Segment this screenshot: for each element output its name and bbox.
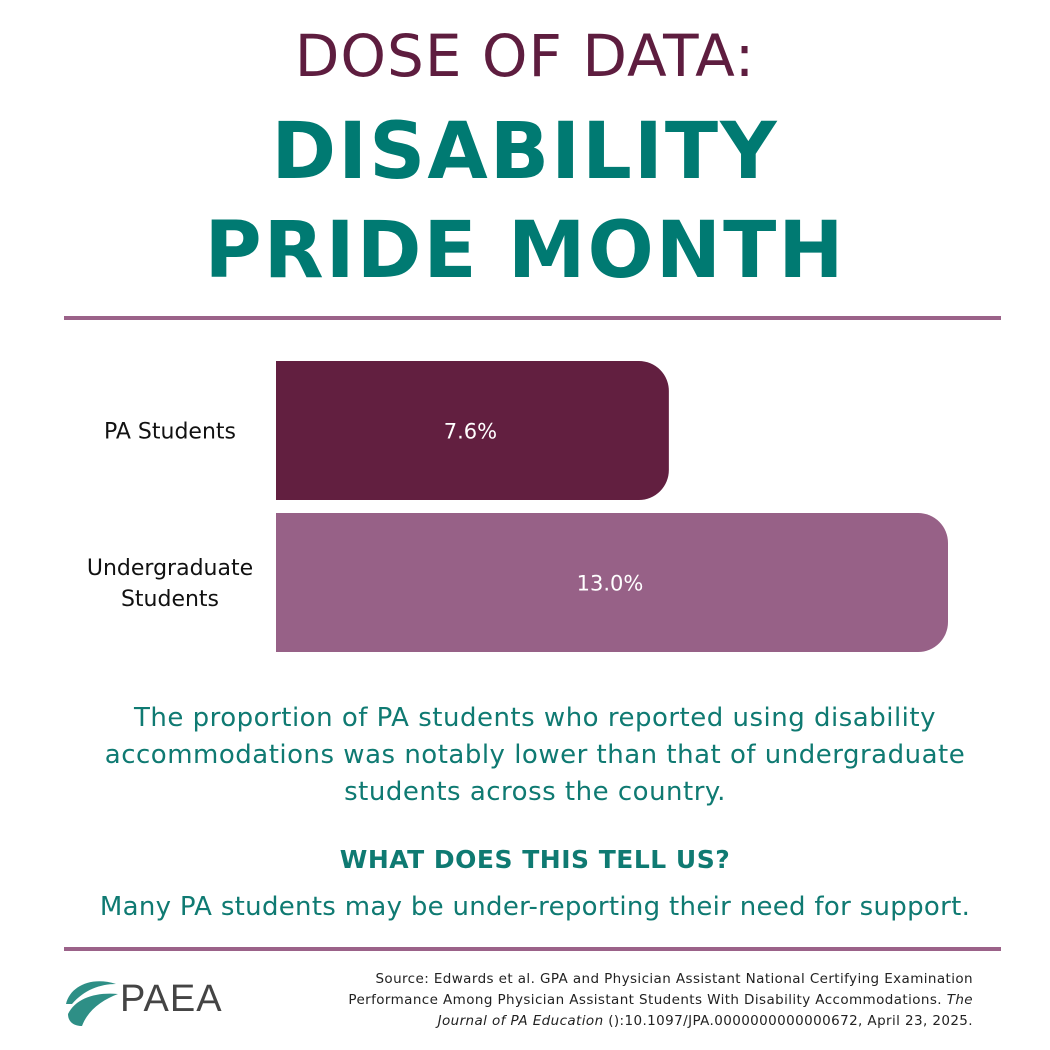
source-line-3: Journal of PA Education ():10.1097/JPA.0… xyxy=(233,1011,973,1032)
paea-logo: PAEA xyxy=(62,974,222,1030)
bar-1 xyxy=(276,513,948,652)
source-line-1: Source: Edwards et al. GPA and Physician… xyxy=(375,971,973,987)
source-journal-part-1: The xyxy=(946,992,973,1008)
subheading: WHAT DOES THIS TELL US? xyxy=(339,845,731,874)
category-label-1: Undergraduate Students xyxy=(87,556,253,612)
category-label-line: PA Students xyxy=(104,420,236,445)
bar-0 xyxy=(276,361,669,500)
source-line-2-text: Performance Among Physician Assistant St… xyxy=(348,992,947,1008)
source-citation: Source: Edwards et al. GPA and Physician… xyxy=(233,969,973,1032)
category-label-line: Undergraduate xyxy=(87,556,253,581)
data-label-1: 13.0% xyxy=(577,572,644,596)
divider-top xyxy=(64,316,1001,320)
leaf-swoosh-icon xyxy=(66,981,118,1026)
page-title-line-1: DISABILITY xyxy=(271,107,779,197)
summary-text: The proportion of PA students who report… xyxy=(104,703,966,807)
source-line-2: Performance Among Physician Assistant St… xyxy=(233,990,973,1011)
header-kicker: DOSE OF DATA: xyxy=(294,22,756,90)
category-label-line: Students xyxy=(121,587,219,612)
divider-bottom xyxy=(64,947,1001,951)
page-title-line-2: PRIDE MONTH xyxy=(204,206,846,296)
logo-text: PAEA xyxy=(120,978,223,1020)
source-line-3-text: ():10.1097/JPA.0000000000000672, April 2… xyxy=(603,1013,973,1029)
bar-chart: 7.6% PA Students 13.0% Undergraduate Student… xyxy=(87,361,948,652)
data-label-0: 7.6% xyxy=(444,420,497,444)
source-journal-part-2: Journal of PA Education xyxy=(437,1013,604,1029)
category-label-0: PA Students xyxy=(104,420,236,445)
takeaway-text: Many PA students may be under-reporting … xyxy=(99,892,971,922)
